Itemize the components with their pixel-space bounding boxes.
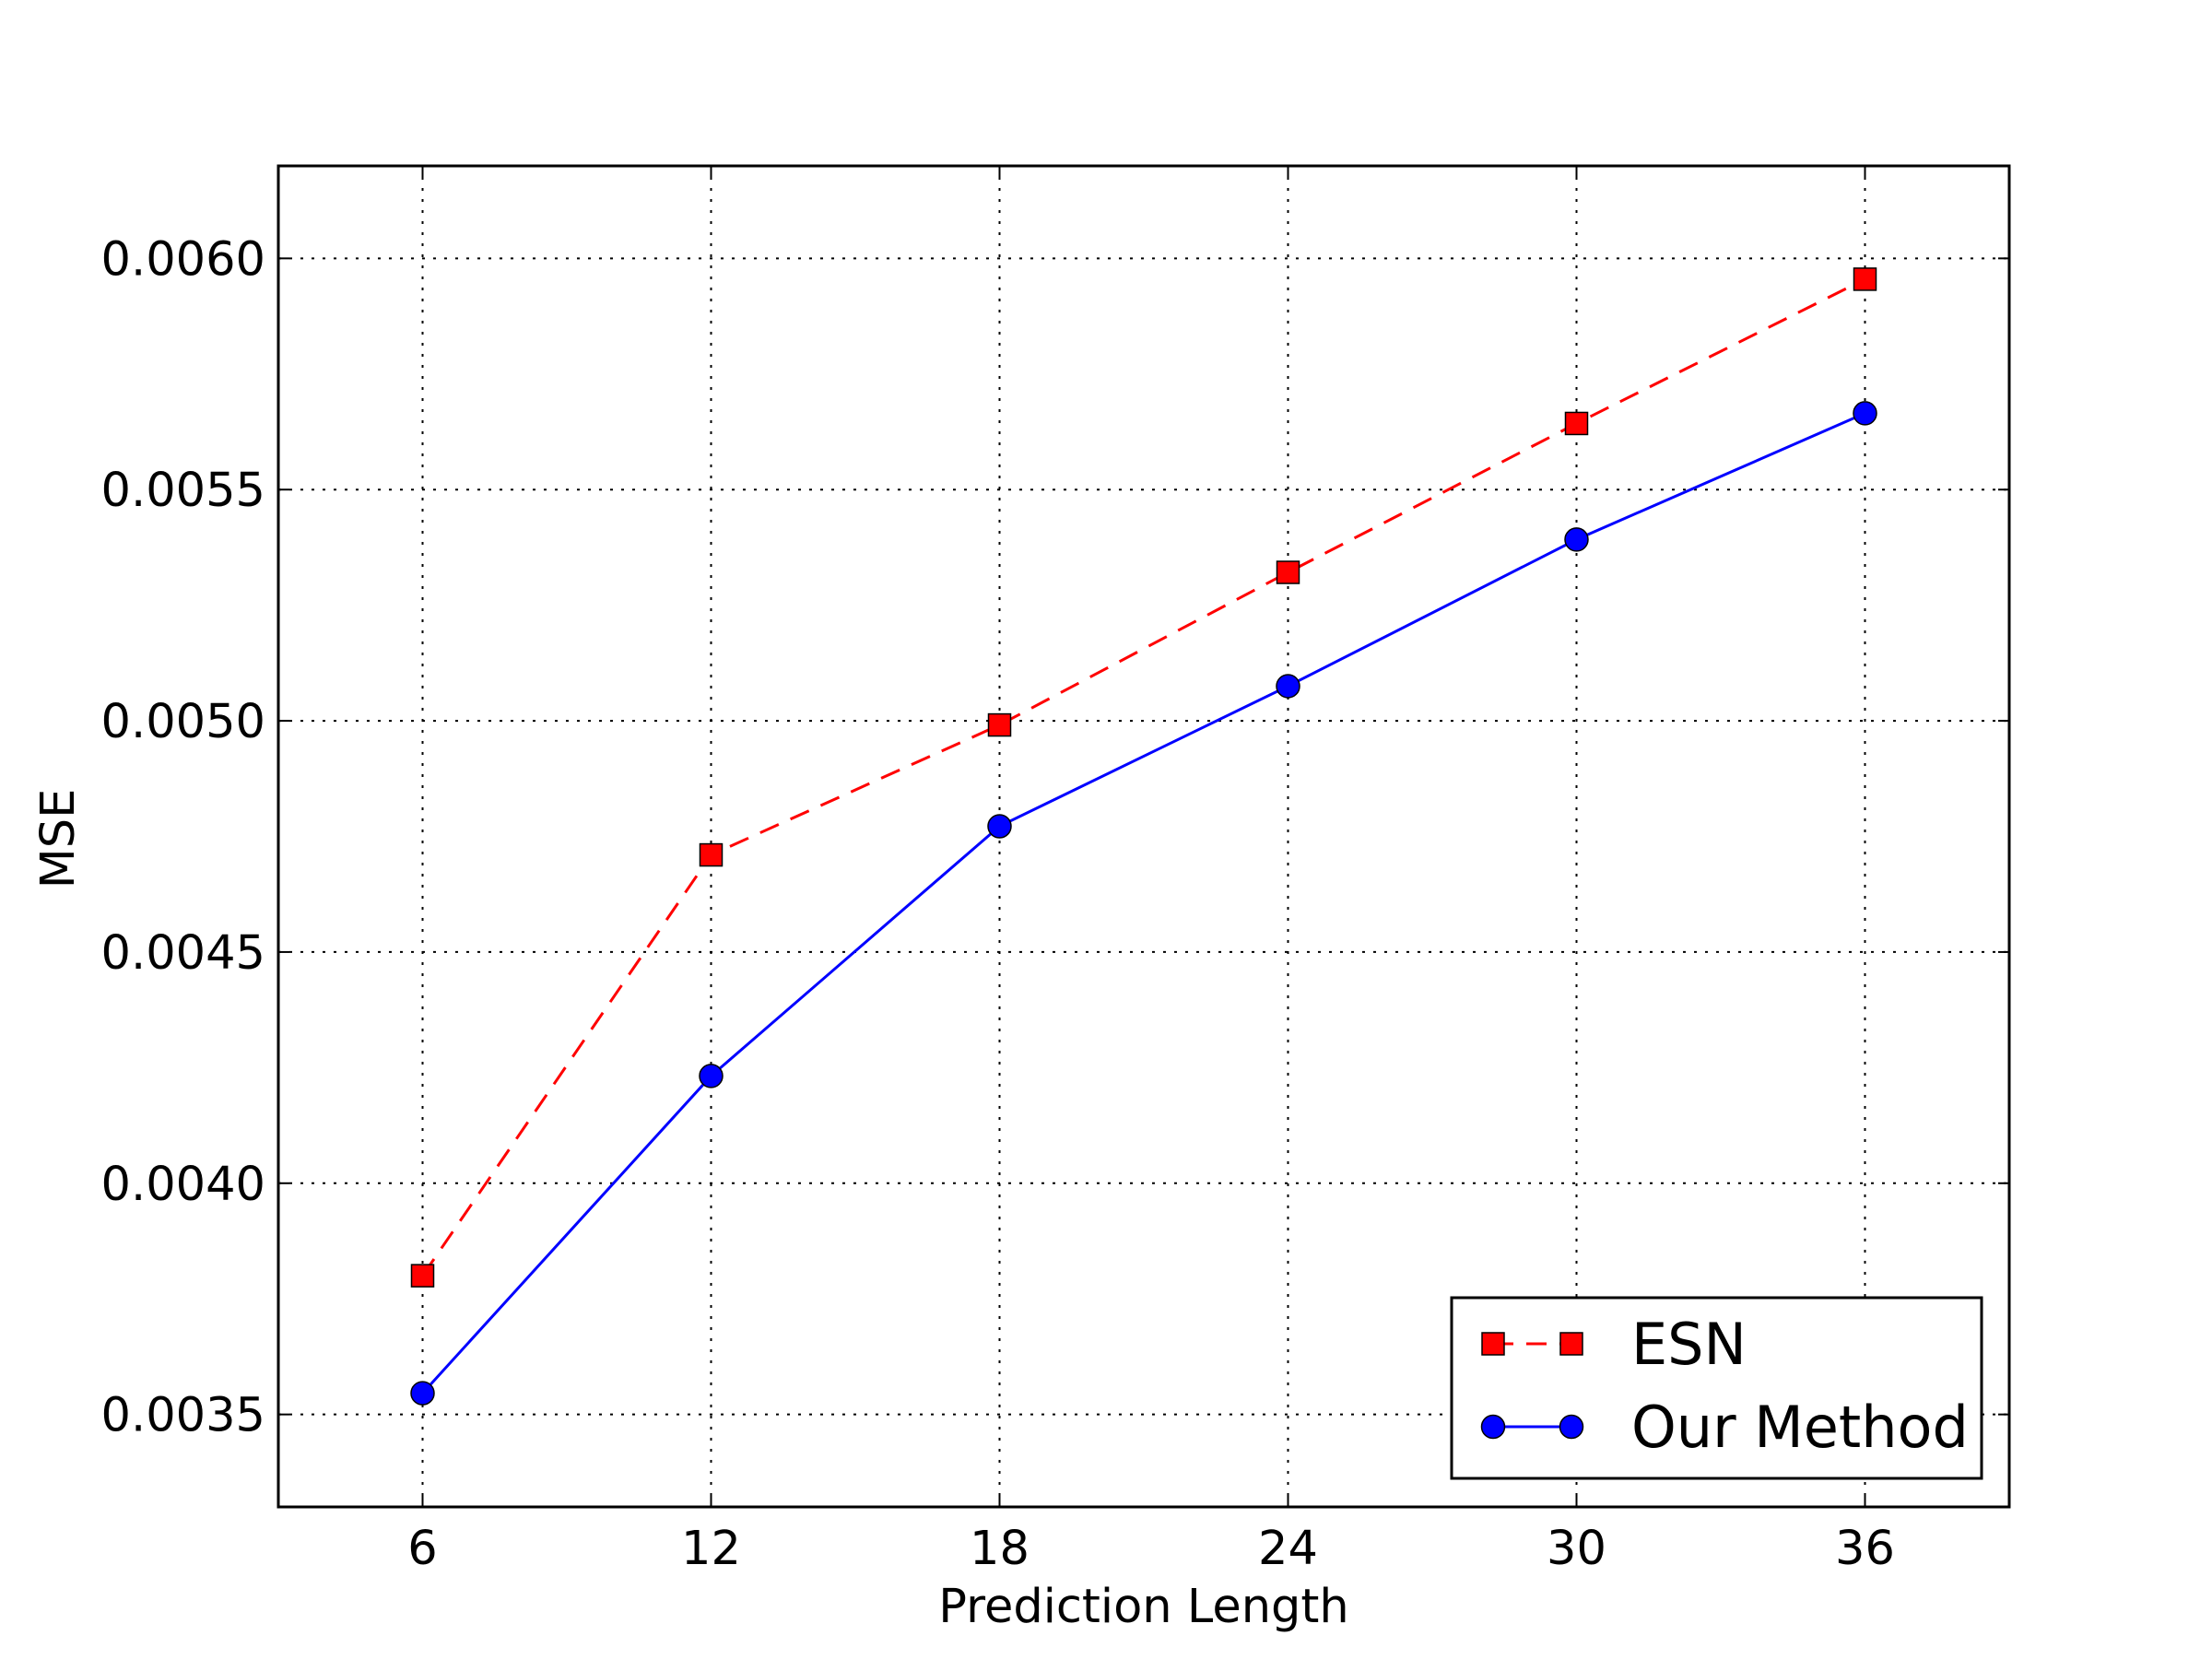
data-point-circle <box>987 814 1012 839</box>
legend-label: Our Method <box>1631 1394 1969 1461</box>
y-tick-label: 0.0040 <box>101 1158 265 1212</box>
series-esn <box>410 267 1877 1288</box>
data-point-square <box>1853 267 1877 291</box>
plot-area-frame <box>276 164 2011 1509</box>
legend-marker-circle <box>1480 1414 1506 1440</box>
x-tick-label: 36 <box>1835 1522 1895 1576</box>
legend-label: ESN <box>1631 1311 1747 1378</box>
data-point-circle <box>1853 401 1877 426</box>
series-line <box>421 412 1866 1394</box>
data-point-square <box>1276 560 1300 584</box>
series-our-method <box>410 401 1877 1406</box>
x-tick-label: 24 <box>1258 1522 1318 1576</box>
x-tick-label: 18 <box>970 1522 1030 1576</box>
legend-box <box>1450 1296 1983 1480</box>
legend-marker-square <box>1559 1332 1583 1356</box>
data-point-circle <box>1564 527 1589 552</box>
y-tick-label: 0.0045 <box>101 926 265 981</box>
legend-marker-square <box>1481 1332 1505 1356</box>
series-layer <box>410 267 1877 1406</box>
data-point-circle <box>699 1064 724 1088</box>
x-tick-label: 12 <box>681 1522 741 1576</box>
data-point-square <box>699 842 724 867</box>
y-tick-label: 0.0050 <box>101 695 265 749</box>
x-tick-label: 6 <box>407 1522 437 1576</box>
y-tick-label: 0.0035 <box>101 1389 265 1443</box>
legend-marker-circle <box>1559 1414 1584 1440</box>
data-point-square <box>987 712 1012 737</box>
x-axis-title: Prediction Length <box>938 1580 1348 1634</box>
data-point-circle <box>410 1381 435 1406</box>
data-point-circle <box>1276 674 1300 699</box>
legend-entry-esn: ESN <box>1481 1311 1747 1378</box>
grid-lines <box>278 166 2009 1507</box>
y-tick-label: 0.0060 <box>101 232 265 287</box>
legend: ESN Our Method <box>1450 1296 1983 1480</box>
y-axis-title: MSE <box>31 789 86 889</box>
series-line <box>421 277 1866 1277</box>
data-point-square <box>1564 411 1589 436</box>
axis-ticks: 6 12 18 24 30 36 0.0035 0.0040 0.0045 0.0050 0.005… <box>101 166 2009 1576</box>
data-point-square <box>410 1264 435 1288</box>
y-tick-label: 0.0055 <box>101 464 265 518</box>
x-tick-label: 30 <box>1547 1522 1606 1576</box>
legend-entry-our-method: Our Method <box>1480 1394 1969 1461</box>
